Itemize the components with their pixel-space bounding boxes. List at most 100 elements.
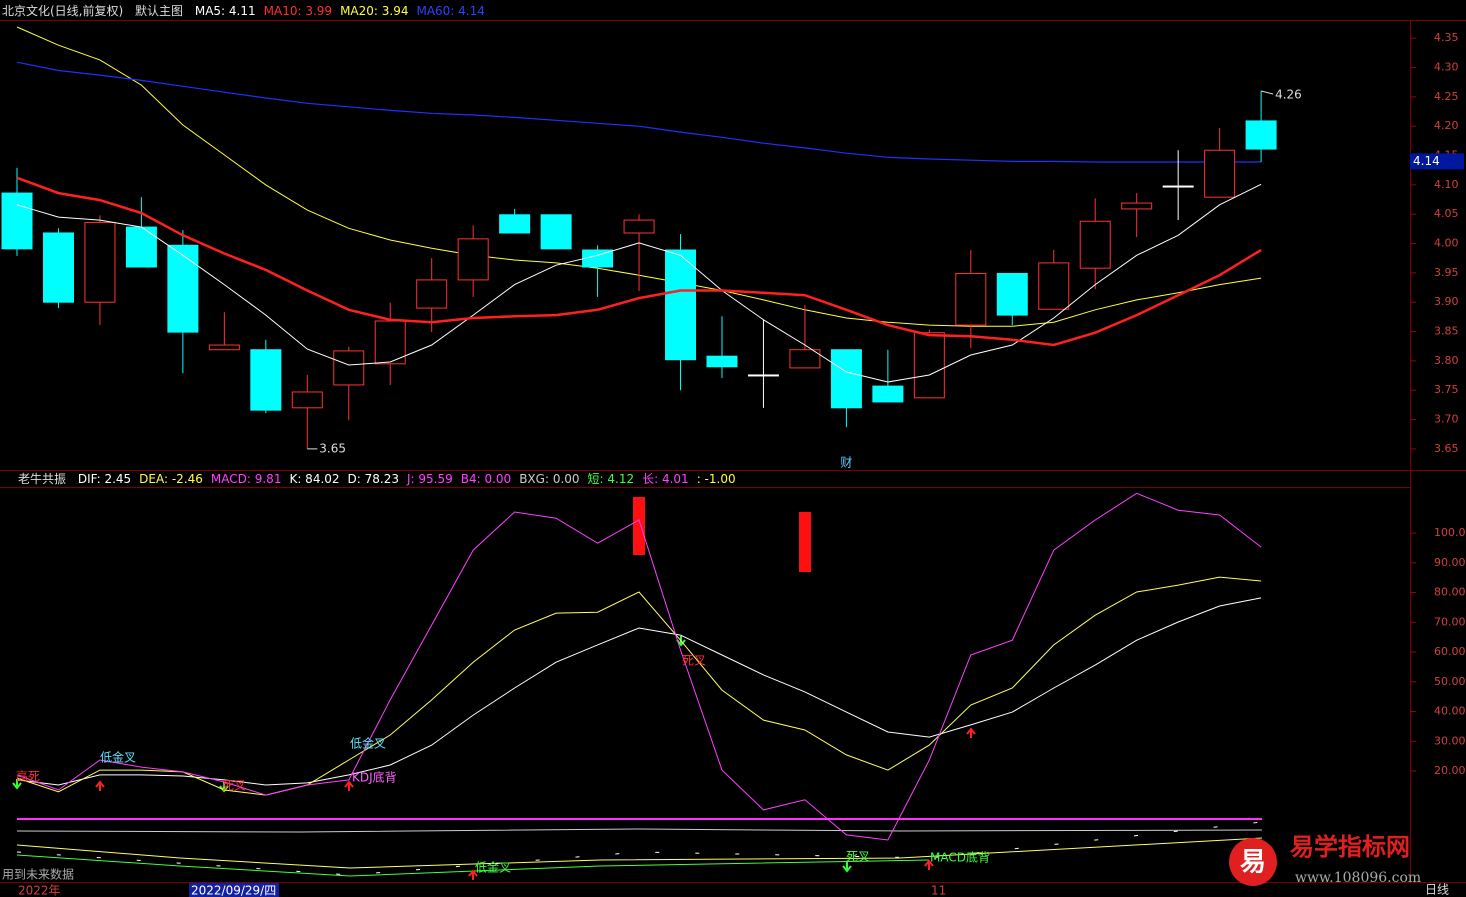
candle-body — [167, 244, 199, 333]
y-tick-label: 4.25 — [1434, 90, 1459, 103]
series-line — [16, 183, 1262, 383]
y-tick-label: 30.00 — [1434, 734, 1466, 747]
legend-item: K: 84.02 — [289, 472, 340, 486]
y-tick-label: 3.70 — [1434, 413, 1459, 426]
max-pointer — [1260, 90, 1274, 95]
signal-block — [633, 497, 645, 555]
y-tick-label: 20.00 — [1434, 764, 1466, 777]
legend-item: MA10: 3.99 — [263, 4, 333, 18]
candle-body — [706, 355, 738, 368]
y-tick-label: 3.90 — [1434, 295, 1459, 308]
legend-item: BXG: 0.00 — [519, 472, 580, 486]
series-line — [16, 597, 1262, 786]
x-label-bg — [189, 883, 279, 897]
x-label: 11 — [931, 884, 946, 897]
candle-body — [1204, 149, 1236, 198]
legend: MA5: 4.11 MA10: 3.99 MA20: 3.94 MA60: 4.14 — [195, 4, 493, 18]
y-tick-label: 3.85 — [1434, 325, 1459, 338]
y-tick-label: 3.75 — [1434, 383, 1459, 396]
y-tick-label: 80.00 — [1434, 586, 1466, 599]
indicator-header: 老牛共振 DIF: 2.45 DEA: -2.46 MACD: 9.81 K: 84.… — [18, 469, 752, 489]
x-label: 2022年 — [18, 884, 61, 897]
candle-body — [208, 344, 240, 351]
candle-body — [789, 349, 821, 369]
signal-label: 低金叉 — [475, 860, 511, 875]
legend-item: DIF: 2.45 — [77, 472, 132, 486]
legend-item: 长: 4.01 — [642, 472, 689, 486]
signal-label: 低金叉 — [350, 736, 386, 751]
legend-item: MACD: 9.81 — [210, 472, 282, 486]
event-mark: 财 — [840, 456, 852, 470]
signal-label: 高死 — [16, 769, 40, 784]
legend-item: MA5: 4.11 — [194, 4, 256, 18]
y-tick-label: 50.00 — [1434, 675, 1466, 688]
y-tick-label: 4.20 — [1434, 119, 1459, 132]
arrow-up — [966, 727, 976, 738]
y-tick-label: 3.80 — [1434, 354, 1459, 367]
y-tick-label: 3.95 — [1434, 266, 1459, 279]
max-label: 4.26 — [1275, 87, 1302, 101]
candle-body — [499, 214, 531, 234]
last-price-box — [1410, 153, 1464, 170]
series-line — [16, 61, 1262, 163]
legend-item: MA60: 4.14 — [416, 4, 485, 18]
candle-body — [1245, 120, 1277, 150]
arrow-down — [219, 782, 229, 793]
logo: 易 — [1240, 848, 1266, 878]
signal-label: MACD底背 — [930, 850, 990, 865]
price-header: 北京文化(日线,前复权) 默认主图 MA5: 4.11 MA10: 3.99 MA2… — [2, 1, 501, 21]
candle-body — [291, 391, 323, 409]
candle-body — [872, 385, 904, 403]
signal-block — [799, 512, 811, 572]
y-tick-label: 4.00 — [1434, 237, 1459, 250]
candle-body — [955, 272, 987, 326]
last-price: 4.14 — [1413, 154, 1440, 168]
url: www.108096.com — [1295, 870, 1421, 886]
y-tick-label: 4.30 — [1434, 61, 1459, 74]
arrows — [12, 636, 976, 880]
signal-label: 死叉 — [846, 850, 870, 864]
watermark: 易 易学指标网 www.108096.com — [1229, 833, 1421, 886]
candle-body — [333, 350, 365, 386]
brand: 易学指标网 — [1290, 833, 1410, 861]
candle-body — [1121, 202, 1153, 210]
candle-body — [747, 374, 779, 377]
strip-line — [16, 854, 930, 877]
y-tick-label: 4.10 — [1434, 178, 1459, 191]
subtitle: 默认主图 — [135, 4, 184, 18]
signal-label: 死叉 — [682, 654, 706, 668]
arrow-up — [924, 859, 934, 870]
macd-strip — [16, 818, 1263, 877]
y-tick-label: 40.00 — [1434, 705, 1466, 718]
title: 北京文化(日线,前复权) — [2, 4, 124, 18]
candle-body — [540, 214, 572, 250]
legend-item: J: 95.59 — [407, 472, 453, 486]
candle-body — [1038, 262, 1070, 310]
signal-label: 低金叉 — [100, 750, 136, 765]
series-line — [16, 492, 1262, 841]
legend-item: MA20: 3.94 — [340, 4, 409, 18]
arrow-up — [95, 780, 105, 791]
candle-body — [125, 226, 157, 268]
y-tick-label: 3.65 — [1434, 442, 1459, 455]
candle-body — [457, 238, 489, 281]
candle-body — [416, 279, 448, 309]
y-tick-label: 70.00 — [1434, 615, 1466, 628]
legend-item: DEA: -2.46 — [139, 472, 203, 486]
x-label: 2022/09/29/四 — [191, 884, 276, 897]
y-tick-label: 4.05 — [1434, 207, 1459, 220]
series-line — [16, 576, 1262, 796]
legend-item: 短: 4.12 — [587, 472, 635, 486]
candle-body — [250, 349, 282, 411]
series-line — [16, 176, 1262, 347]
legend-item: B4: 0.00 — [460, 472, 512, 486]
candle-body — [913, 332, 945, 399]
legend-item: D: 78.23 — [347, 472, 399, 486]
candle-body — [1079, 220, 1111, 269]
strip-line — [16, 828, 1263, 833]
candle-body — [665, 249, 697, 361]
period: 日线 — [1425, 883, 1449, 897]
min-label: 3.65 — [319, 441, 346, 455]
